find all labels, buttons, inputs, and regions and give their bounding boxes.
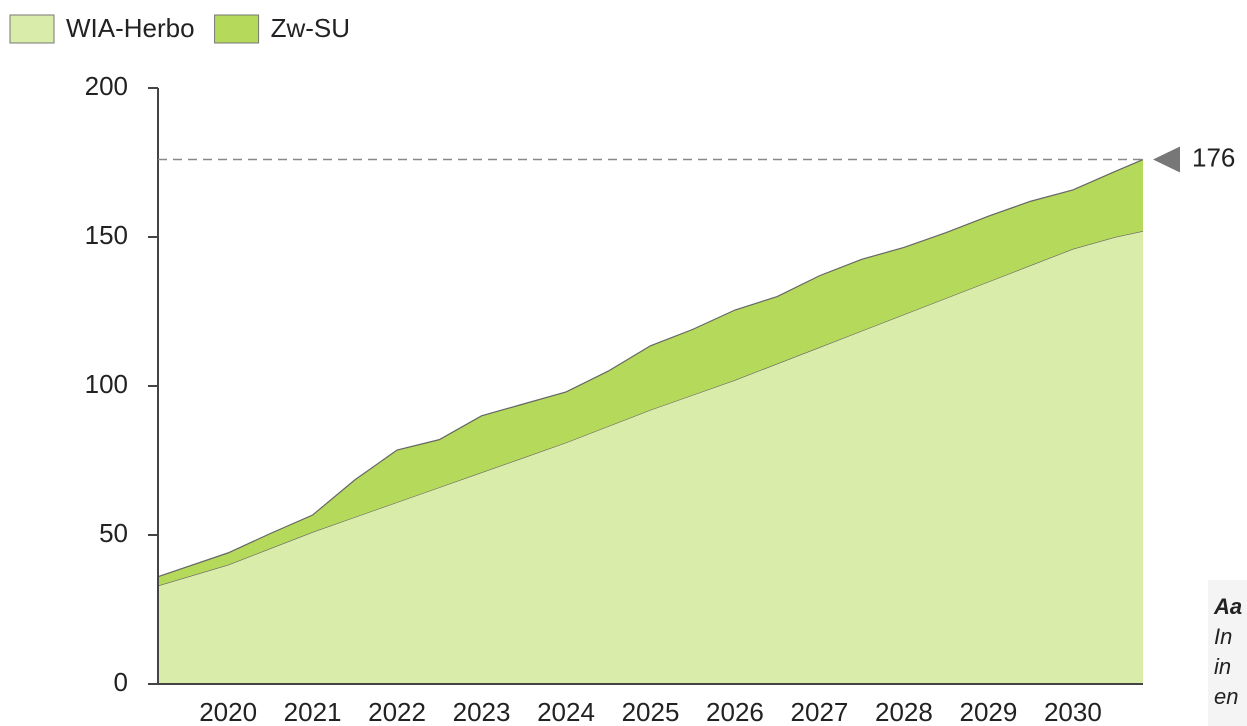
note-line: en — [1214, 684, 1238, 709]
note-line: In — [1214, 624, 1232, 649]
y-tick-label: 200 — [85, 71, 128, 101]
legend-label: Zw-SU — [271, 13, 350, 43]
legend-swatch — [214, 14, 260, 44]
x-tick-label: 2029 — [959, 697, 1017, 726]
x-tick-label: 2025 — [622, 697, 680, 726]
x-tick-label: 2030 — [1044, 697, 1102, 726]
y-tick-label: 50 — [99, 518, 128, 548]
reference-label: 176 — [1192, 142, 1235, 172]
x-tick-label: 2022 — [368, 697, 426, 726]
note-line: Aa — [1213, 594, 1242, 619]
x-tick-label: 2021 — [284, 697, 342, 726]
x-tick-label: 2028 — [875, 697, 933, 726]
note-box — [1208, 580, 1247, 726]
x-tick-label: 2027 — [791, 697, 849, 726]
y-tick-label: 100 — [85, 369, 128, 399]
area-fill — [158, 231, 1143, 685]
area-line — [157, 158, 1144, 578]
x-tick-label: 2023 — [453, 697, 511, 726]
reference-marker — [1153, 146, 1180, 173]
area-fill — [158, 159, 1143, 586]
x-tick-label: 2024 — [537, 697, 595, 726]
legend-label: WIA-Herbo — [66, 13, 195, 43]
y-tick-label: 0 — [114, 667, 128, 697]
legend-swatch — [9, 14, 55, 44]
y-tick-label: 150 — [85, 220, 128, 250]
x-tick-label: 2020 — [199, 697, 257, 726]
note-line: in — [1214, 654, 1231, 679]
x-tick-label: 2026 — [706, 697, 764, 726]
